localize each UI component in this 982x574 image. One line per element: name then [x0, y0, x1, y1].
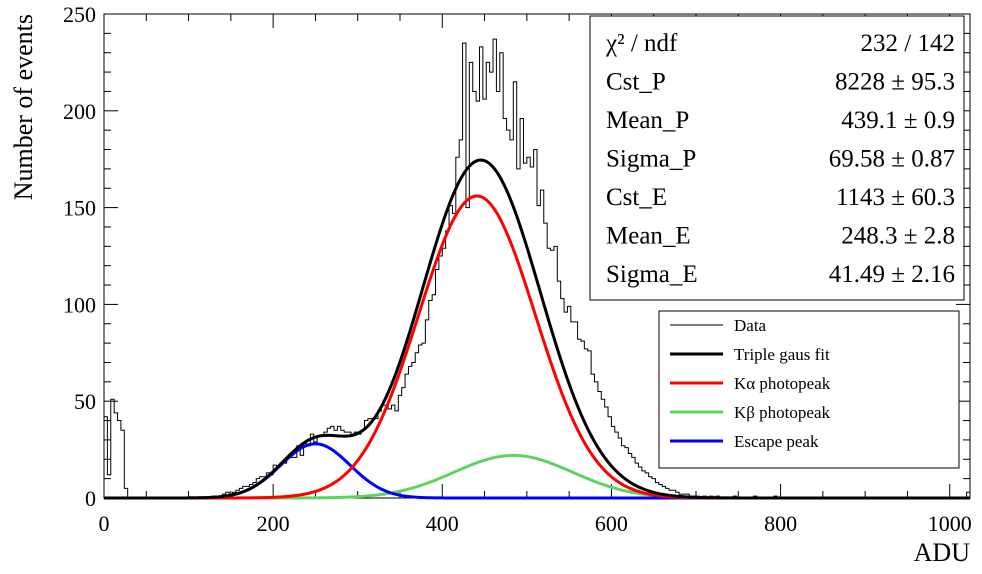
legend: Data Triple gaus fit Kα photopeak Kβ photop…	[658, 310, 960, 469]
legend-label: Escape peak	[734, 432, 819, 451]
stat-label: Sigma_P	[606, 146, 696, 173]
legend-label: Kα photopeak	[734, 374, 831, 393]
stat-value: 248.3 ± 2.8	[841, 223, 955, 250]
stat-value: 232 / 142	[861, 30, 955, 57]
x-tick-label: 400	[426, 511, 459, 536]
tick-labels: 0 200 400 600 800 1000 0 50 100 150 200 250	[63, 2, 972, 536]
legend-label: Data	[734, 316, 767, 335]
stat-label: Cst_E	[606, 184, 667, 211]
x-tick-label: 200	[257, 511, 290, 536]
legend-label: Kβ photopeak	[734, 403, 830, 422]
stat-label: Mean_E	[606, 223, 691, 250]
triple-gaus-fit-curve	[104, 158, 970, 500]
x-tick-label: 0	[99, 511, 110, 536]
x-axis-title: ADU	[914, 538, 971, 567]
stat-value: 439.1 ± 0.9	[841, 107, 955, 134]
stats-box-frame	[589, 15, 965, 301]
y-tick-label: 100	[63, 292, 96, 317]
y-axis-title: Number of events	[9, 14, 38, 200]
data-histogram	[103, 38, 971, 499]
y-tick-label: 200	[63, 99, 96, 124]
data-histogram-line	[103, 38, 971, 499]
x-tick-label: 800	[764, 511, 797, 536]
stat-value: 1143 ± 60.3	[836, 184, 955, 211]
stat-label: χ² / ndf	[605, 30, 678, 57]
stat-value: 41.49 ± 2.16	[829, 261, 955, 288]
x-tick-label: 1000	[928, 511, 972, 536]
stat-label: Sigma_E	[606, 261, 698, 288]
stat-label: Cst_P	[606, 69, 666, 96]
legend-label: Triple gaus fit	[734, 345, 830, 364]
y-tick-label: 50	[74, 389, 96, 414]
stat-label: Mean_P	[606, 107, 689, 134]
stat-value: 69.58 ± 0.87	[829, 146, 955, 173]
stats-box: χ² / ndf 232 / 142 Cst_P 8228 ± 95.3 Mean_P 4…	[589, 15, 965, 301]
y-tick-label: 0	[85, 486, 96, 511]
x-tick-label: 600	[595, 511, 628, 536]
y-tick-label: 250	[63, 2, 96, 27]
y-tick-label: 150	[63, 196, 96, 221]
fit-curves	[104, 158, 970, 500]
stat-value: 8228 ± 95.3	[835, 69, 955, 96]
